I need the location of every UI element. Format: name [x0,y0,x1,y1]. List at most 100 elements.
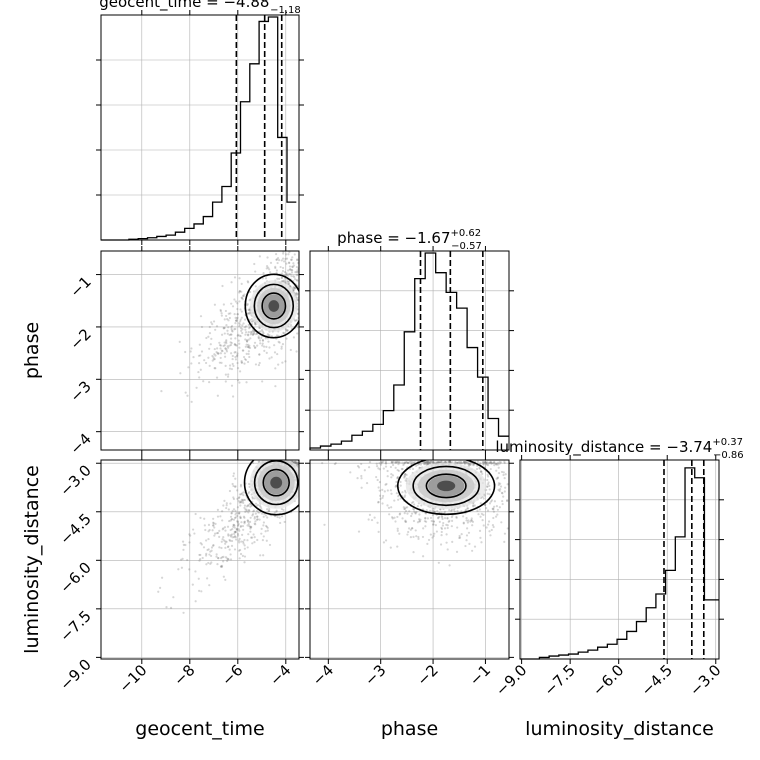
sample-point [233,298,236,301]
sample-point [212,522,215,525]
sample-point [287,280,290,283]
sample-point [219,565,223,568]
sample-point [440,527,444,530]
sample-point [428,461,432,464]
hist-panel-luminosity_distance: −9.0 −7.5 −6.0 −4.5 −3.0 luminosity_distance … [492,437,744,700]
sample-point [425,463,428,466]
sample-point [214,328,217,331]
sample-point [210,546,214,549]
sample-point [234,477,237,480]
sample-point [285,262,288,265]
sample-point [492,525,495,529]
sample-point [357,530,361,533]
sample-point [379,463,383,466]
sample-point [464,461,467,464]
sample-point [237,496,241,500]
sample-point [454,461,458,464]
sample-point [455,550,459,553]
sample-point [401,467,404,471]
sample-point [239,516,242,519]
sample-point [455,516,458,519]
sample-point [224,309,227,313]
sample-point [221,349,224,353]
sample-point [391,463,395,467]
sample-point [244,331,248,334]
sample-point [365,481,369,485]
sample-point [224,546,227,549]
sample-point [229,534,232,537]
sample-point [190,347,193,350]
sample-point [269,261,273,264]
sample-point [245,352,248,355]
sample-point [231,509,234,513]
sample-point [236,334,239,337]
sample-point [489,500,493,503]
sample-point [478,529,482,532]
sample-point [400,467,403,471]
sample-point [239,548,242,552]
sample-point [247,352,250,356]
sample-point [382,467,385,470]
sample-point [213,353,216,356]
sample-point [232,523,235,527]
sample-point [229,502,232,505]
sample-point [334,462,337,465]
sample-point [488,493,491,496]
sample-point [182,543,185,547]
sample-point [286,283,290,286]
sample-point [426,460,429,463]
sample-point [190,362,193,365]
sample-point [258,255,261,258]
sample-point [496,477,499,480]
sample-point [261,342,264,345]
sample-point [475,467,479,471]
sample-point [458,534,461,538]
sample-point [382,494,385,498]
sample-point [246,312,250,315]
sample-point [232,484,235,488]
sample-point [274,266,277,270]
sample-point [464,544,467,548]
sample-point [478,467,481,470]
sample-point [384,461,388,465]
scatter-panel-geocent_time-luminosity_distance: −10 −8 −6 −4 −9.0 −7.5 −6.0 −4.5 −3.0 [56,455,304,696]
sample-point [468,463,471,467]
sample-point [436,509,439,513]
sample-point [435,461,439,464]
sample-point [472,504,475,507]
sample-point [481,472,484,475]
sample-point [253,322,257,325]
sample-point [220,361,223,364]
sample-point [237,534,240,537]
sample-point [432,461,435,464]
sample-point [426,463,429,466]
sample-point [281,269,285,273]
sample-point [233,530,236,534]
sample-point [393,499,396,502]
sample-point [198,343,201,346]
sample-point [497,466,500,469]
sample-point [199,354,202,357]
sample-point [398,461,401,464]
sample-point [245,340,249,343]
sample-point [253,541,256,544]
sample-point [240,296,244,299]
sample-point [440,530,443,534]
sample-point [499,482,502,485]
panel-frame [100,14,300,241]
sample-point [289,285,292,288]
sample-point [469,463,472,466]
sample-point [273,511,276,514]
sample-point [205,563,208,566]
sample-point [224,364,227,367]
sample-point [488,461,491,464]
sample-point [258,326,262,330]
sample-point [502,495,505,498]
sample-point [238,300,241,303]
sample-point [251,330,254,333]
sample-point [247,323,250,327]
sample-point [205,554,208,557]
sample-point [231,528,234,531]
sample-point [225,339,228,342]
sample-point [497,482,501,485]
